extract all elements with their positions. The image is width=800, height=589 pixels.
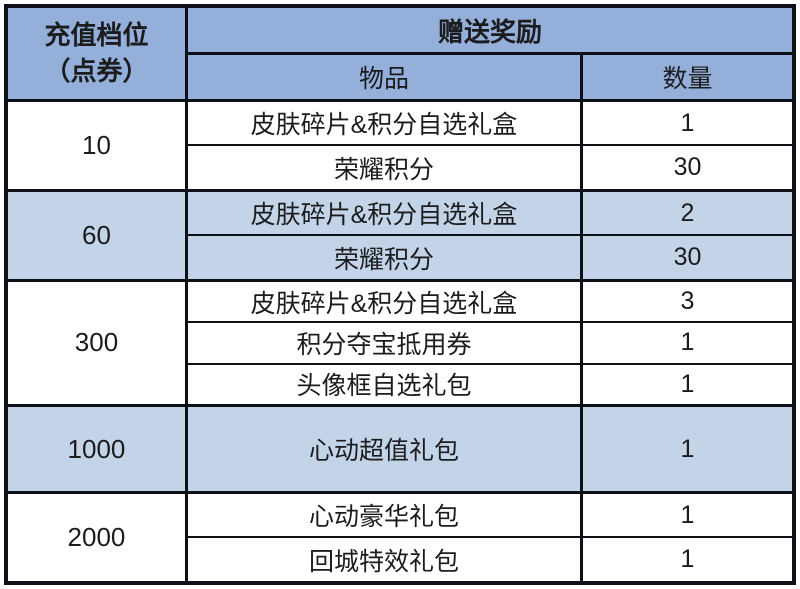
column-header-item: 物品 (184, 52, 583, 102)
reward-row: 头像框自选礼包 1 (6, 362, 796, 407)
item-qty: 30 (579, 234, 796, 282)
tier-value: 1000 (4, 404, 188, 494)
reward-row: 300 皮肤碎片&积分自选礼盒 3 (4, 278, 796, 407)
reward-table-header: 充值档位 （点券） 赠送奖励 物品 数量 (4, 4, 796, 102)
item-name: 荣耀积分 (184, 144, 583, 192)
item-qty: 1 (579, 490, 796, 539)
item-name: 积分夺宝抵用券 (184, 321, 583, 365)
reward-row: 荣耀积分 30 (6, 234, 796, 282)
tier-value: 10 (4, 99, 188, 192)
reward-row: 2000 心动豪华礼包 1 (4, 490, 796, 584)
tier-value: 60 (4, 188, 188, 282)
tier-value: 2000 (4, 490, 188, 584)
item-name: 心动超值礼包 (184, 404, 583, 494)
item-qty: 1 (579, 404, 796, 494)
header-row-sub: 物品 数量 (6, 52, 796, 102)
tier-value: 300 (4, 278, 188, 407)
item-name: 心动豪华礼包 (184, 490, 583, 539)
tier-header-line1: 充值档位 (44, 20, 149, 51)
column-header-qty: 数量 (579, 52, 796, 102)
reward-row: 60 皮肤碎片&积分自选礼盒 2 (4, 188, 796, 282)
reward-row: 10 皮肤碎片&积分自选礼盒 1 (4, 99, 796, 192)
item-qty: 1 (579, 362, 796, 407)
item-qty: 1 (579, 321, 796, 365)
item-qty: 1 (579, 99, 796, 147)
item-qty: 3 (579, 278, 796, 324)
tier-header-line2: （点券） (44, 55, 149, 86)
header-row-top: 充值档位 （点券） 赠送奖励 (4, 4, 796, 102)
item-qty: 2 (579, 188, 796, 237)
reward-table-body: 10 皮肤碎片&积分自选礼盒 1 荣耀积分 30 60 皮肤碎片&积分自选礼盒 2 荣耀积分 30… (4, 99, 796, 585)
reward-table: 充值档位 （点券） 赠送奖励 物品 数量 10 皮肤碎片&积分自选礼盒 1 荣耀积分 3… (4, 4, 796, 585)
column-header-tier: 充值档位 （点券） (4, 4, 188, 102)
reward-row: 回城特效礼包 1 (6, 536, 796, 585)
item-name: 回城特效礼包 (184, 536, 583, 585)
item-qty: 30 (579, 144, 796, 192)
item-name: 皮肤碎片&积分自选礼盒 (184, 188, 583, 237)
item-name: 荣耀积分 (184, 234, 583, 282)
column-header-rewards: 赠送奖励 (184, 4, 796, 55)
item-qty: 1 (579, 536, 796, 585)
item-name: 头像框自选礼包 (184, 362, 583, 407)
item-name: 皮肤碎片&积分自选礼盒 (184, 99, 583, 147)
reward-row: 荣耀积分 30 (6, 144, 796, 192)
reward-row: 积分夺宝抵用券 1 (6, 321, 796, 365)
item-name: 皮肤碎片&积分自选礼盒 (184, 278, 583, 324)
reward-row: 1000 心动超值礼包 1 (4, 404, 796, 494)
